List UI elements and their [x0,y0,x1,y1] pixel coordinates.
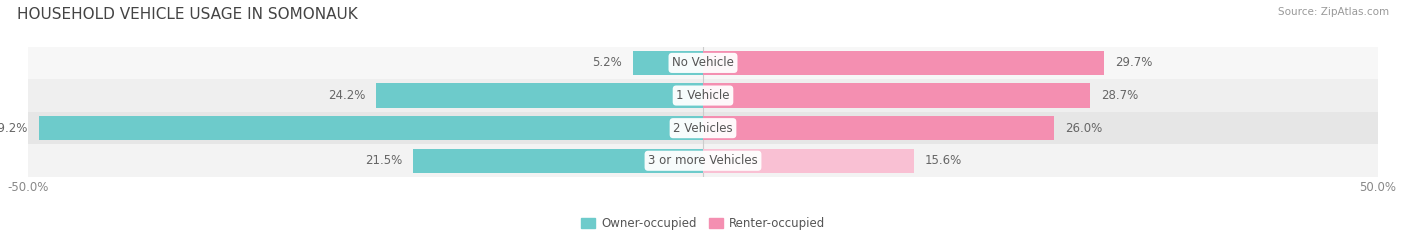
Bar [703,51,1104,75]
Text: 26.0%: 26.0% [1064,122,1102,135]
Bar [703,83,1091,108]
Bar [28,79,1378,112]
Text: 29.7%: 29.7% [1115,56,1152,69]
Text: 49.2%: 49.2% [0,122,28,135]
Text: 28.7%: 28.7% [1101,89,1139,102]
Legend: Owner-occupied, Renter-occupied: Owner-occupied, Renter-occupied [581,217,825,230]
Bar [703,116,1054,140]
Text: 5.2%: 5.2% [592,56,621,69]
Bar [703,149,914,173]
Text: 2 Vehicles: 2 Vehicles [673,122,733,135]
Text: 1 Vehicle: 1 Vehicle [676,89,730,102]
Text: No Vehicle: No Vehicle [672,56,734,69]
Bar [39,116,703,140]
Bar [413,149,703,173]
Bar [377,83,703,108]
Bar [28,112,1378,144]
Bar [633,51,703,75]
Text: 3 or more Vehicles: 3 or more Vehicles [648,154,758,167]
Text: 21.5%: 21.5% [364,154,402,167]
Text: 24.2%: 24.2% [328,89,366,102]
Text: HOUSEHOLD VEHICLE USAGE IN SOMONAUK: HOUSEHOLD VEHICLE USAGE IN SOMONAUK [17,7,357,22]
Bar [28,47,1378,79]
Text: 15.6%: 15.6% [924,154,962,167]
Bar [28,144,1378,177]
Text: Source: ZipAtlas.com: Source: ZipAtlas.com [1278,7,1389,17]
